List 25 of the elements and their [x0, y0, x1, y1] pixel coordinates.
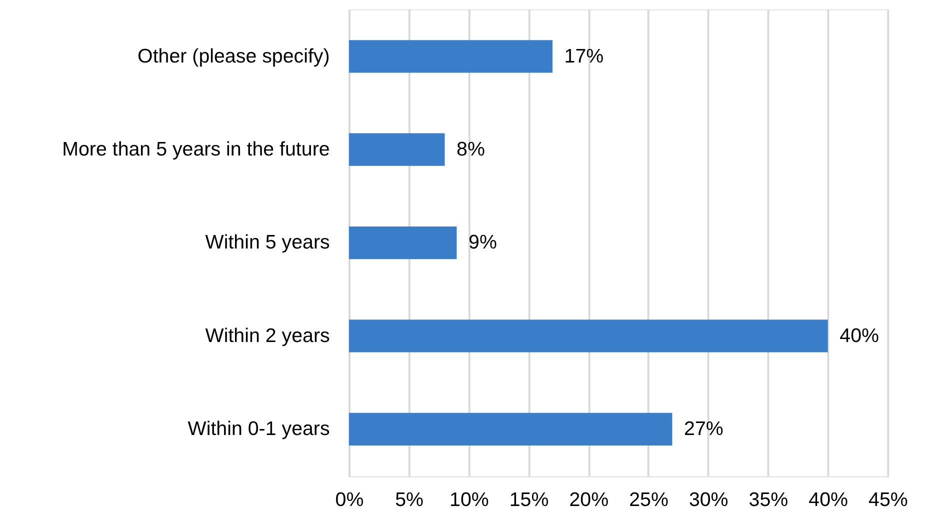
x-tick-label: 30% [688, 489, 728, 512]
x-tick-label: 10% [450, 489, 489, 512]
bar [348, 40, 552, 73]
x-tick-label: 35% [748, 489, 788, 512]
x-tick-label: 0% [335, 489, 364, 512]
x-tick-label: 5% [395, 489, 424, 512]
y-tick-label: More than 5 years in the future [62, 138, 330, 160]
x-tick-label: 15% [509, 489, 549, 512]
x-tick-label: 25% [629, 489, 668, 512]
y-tick-label: Other (please specify) [138, 45, 330, 68]
x-tick-label: 20% [569, 489, 609, 512]
x-tick-label: 40% [808, 489, 848, 512]
y-tick-label: Within 2 years [205, 324, 330, 347]
data-label: 9% [468, 232, 497, 254]
x-tick-label: 45% [868, 489, 908, 512]
data-label: 17% [564, 45, 604, 68]
bar [348, 226, 457, 260]
data-label: 27% [684, 418, 724, 440]
y-tick-label: Within 5 years [205, 232, 330, 254]
data-label: 40% [840, 324, 879, 347]
y-tick-label: Within 0-1 years [188, 418, 330, 440]
bar [348, 133, 445, 166]
data-label: 8% [456, 138, 485, 160]
bar [348, 412, 672, 446]
bar [348, 320, 828, 352]
